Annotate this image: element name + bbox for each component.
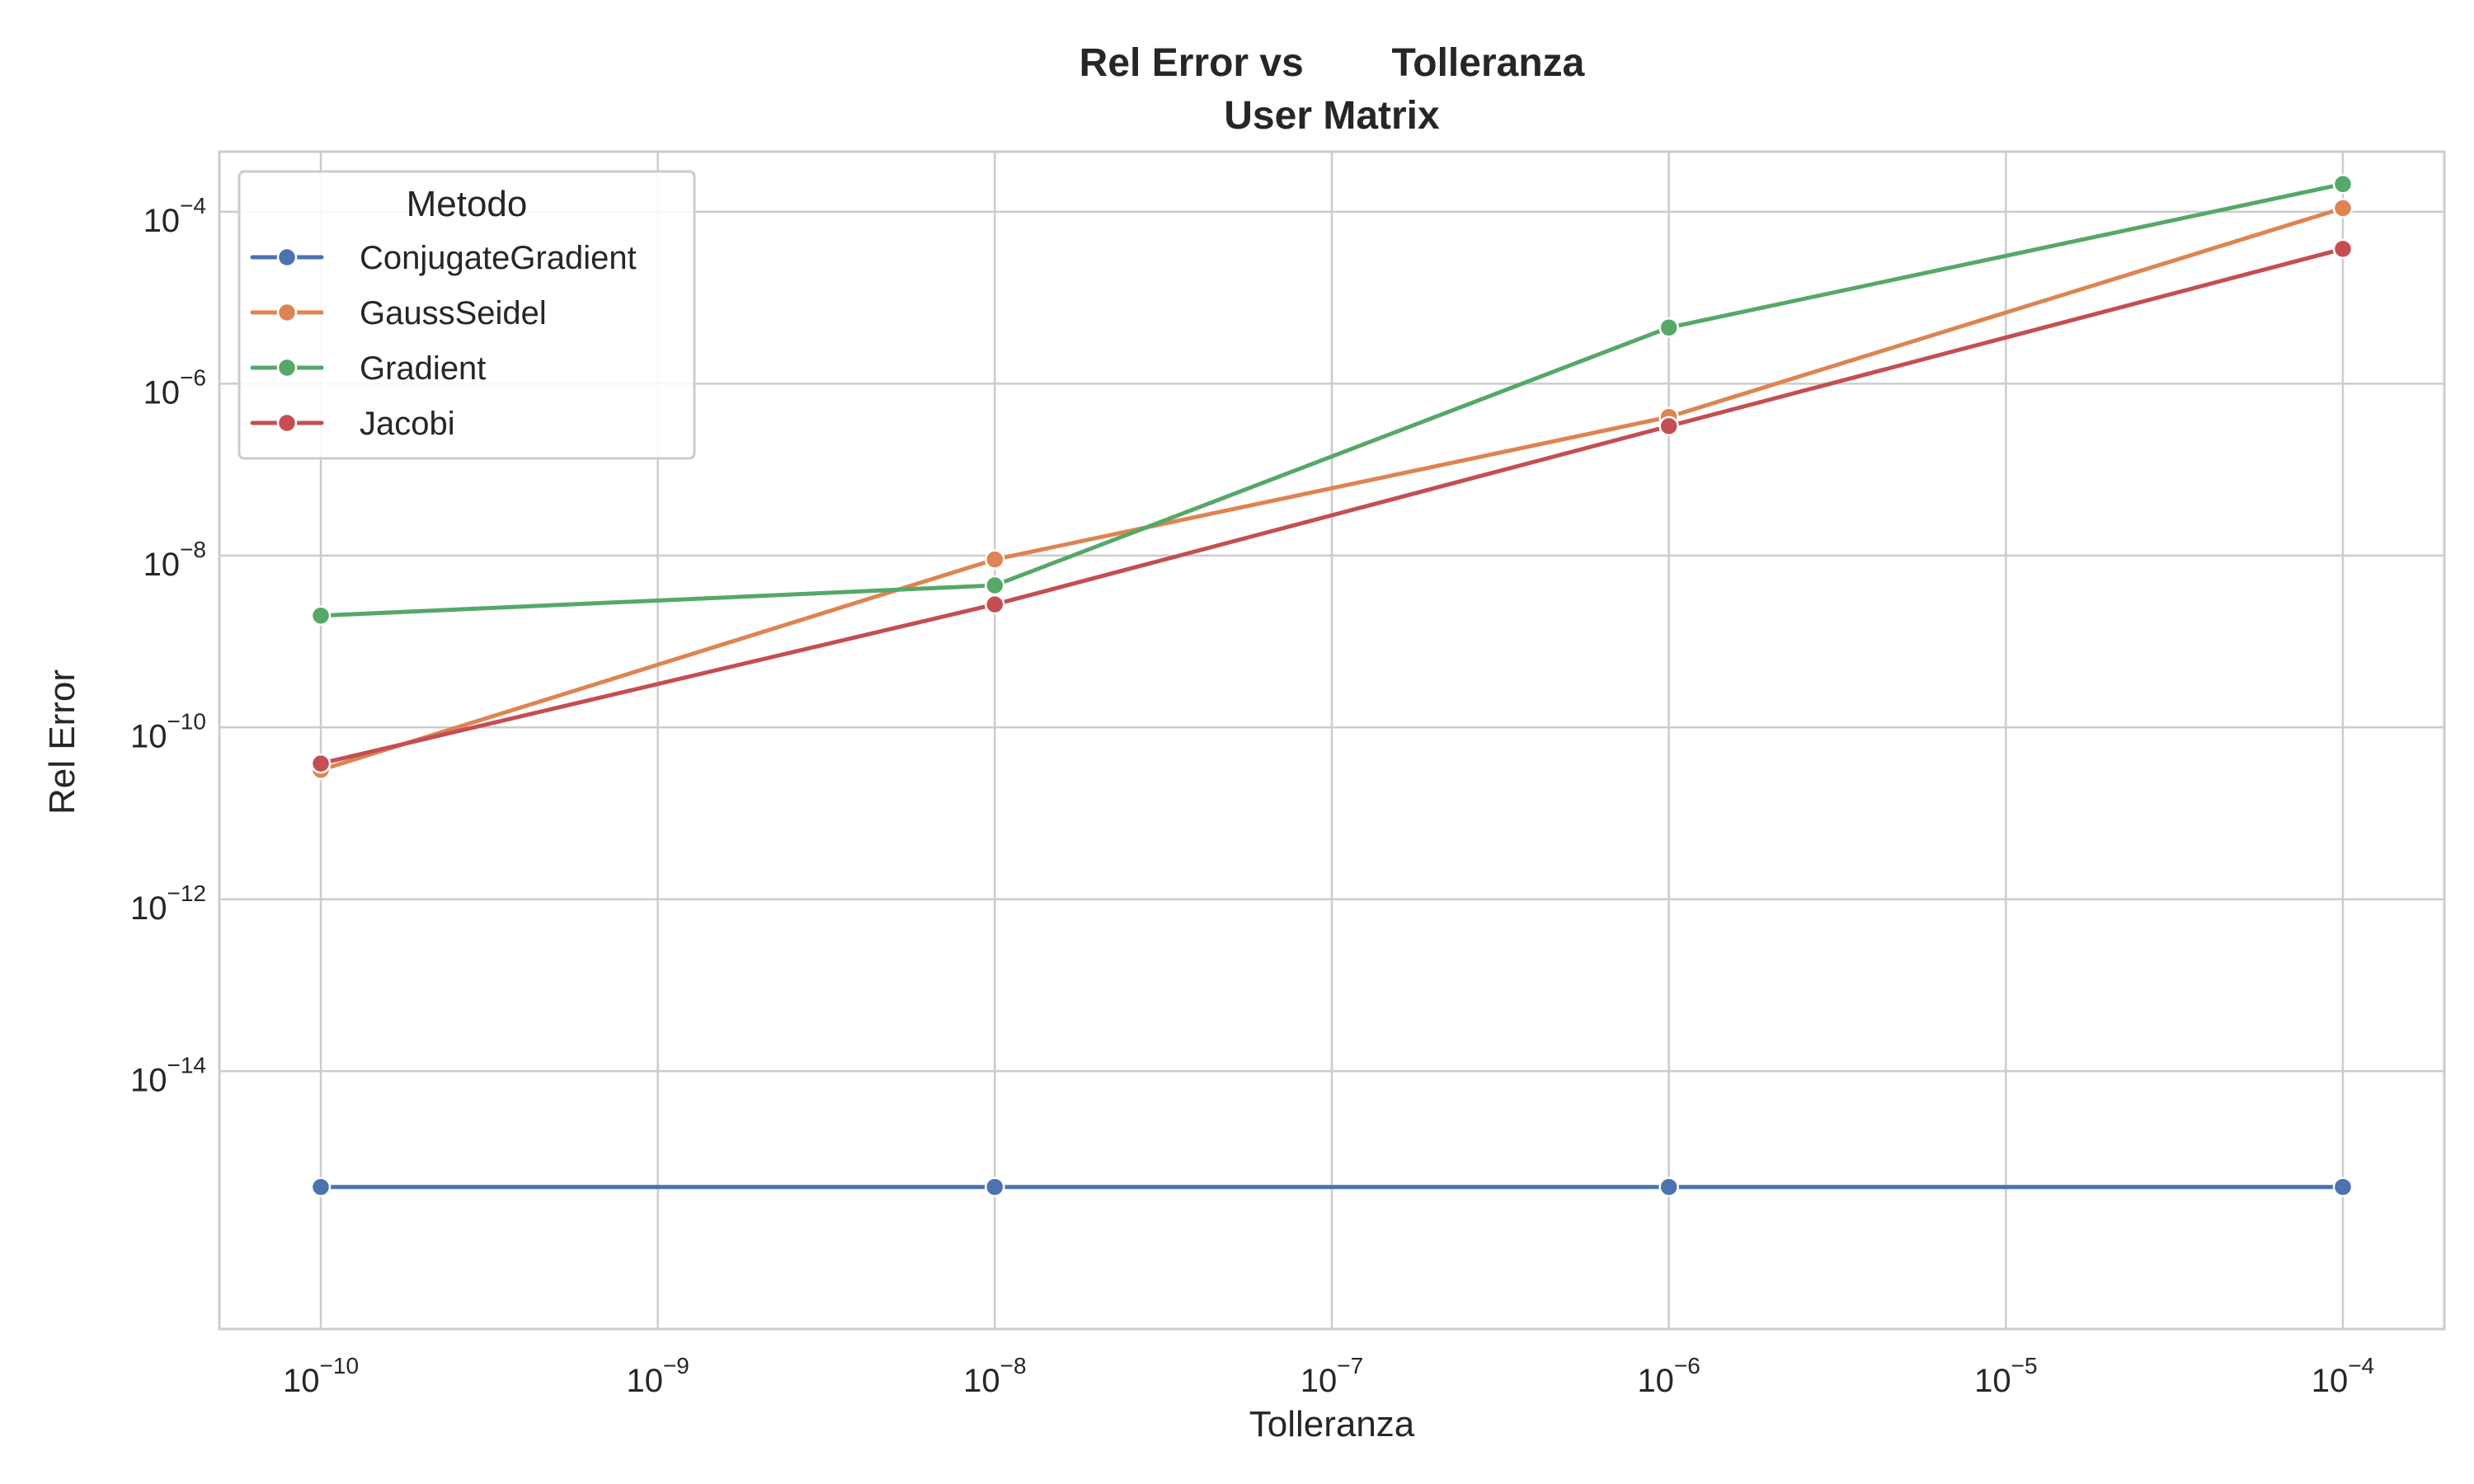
data-point-gradient-1 <box>985 575 1005 596</box>
legend-swatch-marker-jacobi <box>276 412 298 434</box>
data-point-gradient-0 <box>310 605 332 626</box>
data-point-jacobi-2 <box>1658 416 1679 437</box>
legend-label-gradient: Gradient <box>360 350 486 387</box>
series-line-gradient <box>318 181 2345 618</box>
legend-item-conjugategradient: ConjugateGradient <box>250 240 637 276</box>
series-line-gaussseidel <box>318 206 2345 773</box>
data-point-gaussseidel-1 <box>985 549 1005 570</box>
data-point-gaussseidel-3 <box>2332 198 2354 218</box>
y-axis-ticks: 10−14 10−12 10−10 10−8 10−6 10−4 <box>130 193 206 1098</box>
data-point-jacobi-0 <box>310 753 332 774</box>
x-tick-label-2: 10−8 <box>963 1353 1026 1399</box>
legend-swatch-marker-gaussseidel <box>276 302 298 323</box>
y-tick-label-1: 10−12 <box>130 881 206 927</box>
data-point-conjugategradient-3 <box>2332 1176 2354 1197</box>
data-point-jacobi-3 <box>2332 238 2354 260</box>
legend-label-conjugategradient: ConjugateGradient <box>360 240 637 276</box>
legend-item-jacobi: Jacobi <box>250 406 455 442</box>
x-axis-label: Tolleranza <box>1249 1404 1415 1444</box>
y-tick-label-0: 10−14 <box>130 1052 206 1098</box>
y-tick-label-2: 10−10 <box>130 708 206 754</box>
y-tick-label-3: 10−8 <box>143 537 206 583</box>
x-tick-label-0: 10−10 <box>283 1353 359 1399</box>
legend-swatch-marker-conjugategradient <box>276 247 298 268</box>
legend-title: Metodo <box>407 184 528 224</box>
legend-items: ConjugateGradient GaussSeidel Gradient Jaco… <box>250 240 637 442</box>
x-tick-label-1: 10−9 <box>626 1353 689 1399</box>
y-tick-label-5: 10−4 <box>143 193 206 239</box>
series-line-jacobi <box>318 247 2345 766</box>
x-tick-label-4: 10−6 <box>1637 1353 1700 1399</box>
legend-label-gaussseidel: GaussSeidel <box>360 295 547 331</box>
chart-title-line1: Rel Error vs Tolleranza <box>1079 41 1585 85</box>
x-tick-label-5: 10−5 <box>1974 1353 2037 1399</box>
series-lines <box>310 174 2354 1197</box>
series-gradient <box>310 174 2354 626</box>
data-point-conjugategradient-2 <box>1658 1176 1679 1197</box>
y-tick-label-4: 10−6 <box>143 364 206 411</box>
legend-label-jacobi: Jacobi <box>360 406 455 442</box>
data-point-jacobi-1 <box>985 594 1005 615</box>
data-point-conjugategradient-1 <box>985 1176 1005 1197</box>
series-jacobi <box>310 238 2354 774</box>
legend-item-gaussseidel: GaussSeidel <box>250 295 547 331</box>
legend-box <box>238 170 696 460</box>
legend-swatch-marker-gradient <box>276 357 298 378</box>
chart-title-line2: User Matrix <box>1224 94 1440 138</box>
series-conjugategradient <box>310 1176 2354 1197</box>
data-point-gradient-2 <box>1658 317 1679 338</box>
plot-area-frame <box>218 150 2446 1331</box>
grid <box>219 152 2444 1329</box>
x-tick-label-6: 10−4 <box>2312 1353 2374 1399</box>
legend: Metodo ConjugateGradient GaussSeidel Gradi… <box>238 170 696 460</box>
data-point-gradient-3 <box>2332 174 2354 195</box>
x-axis-ticks: 10−10 10−9 10−8 10−7 10−6 10−5 10−4 <box>283 1353 2374 1399</box>
legend-item-gradient: Gradient <box>250 350 486 387</box>
x-tick-label-3: 10−7 <box>1300 1353 1363 1399</box>
y-axis-label: Rel Error <box>42 669 82 815</box>
data-point-conjugategradient-0 <box>310 1176 332 1197</box>
